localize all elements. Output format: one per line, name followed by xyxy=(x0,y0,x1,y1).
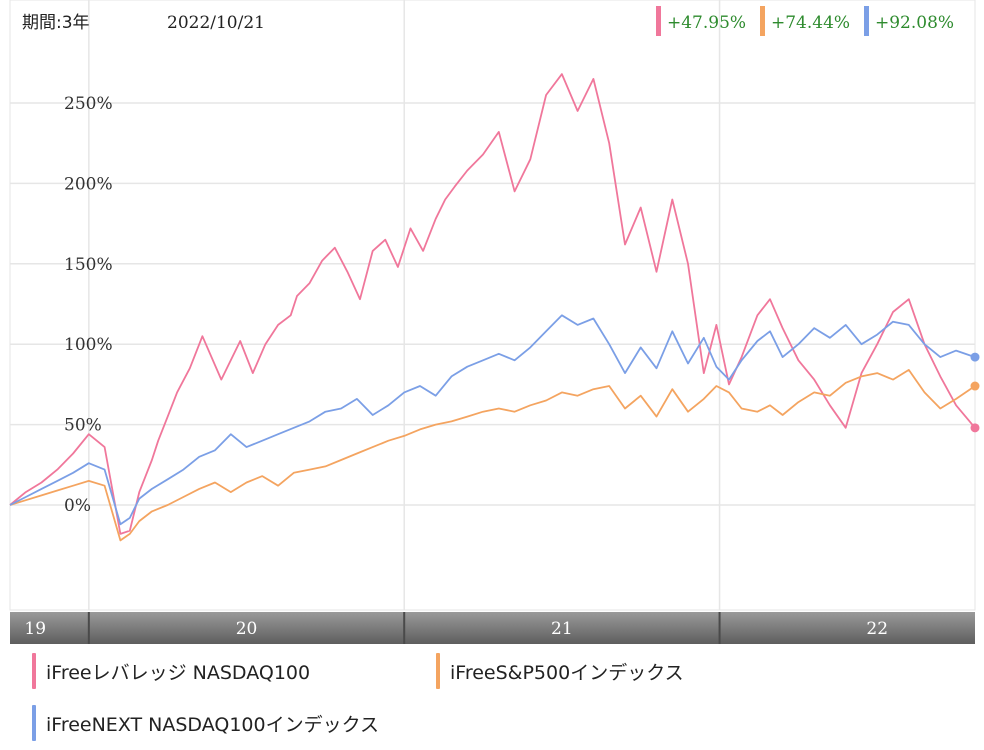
date-label: 2022/10/21 xyxy=(167,13,265,33)
legend-label: iFreeレバレッジ NASDAQ100 xyxy=(46,661,311,684)
y-tick-label: 150% xyxy=(64,255,113,275)
legend-swatch xyxy=(32,653,36,689)
series-end-marker-2 xyxy=(970,352,980,362)
legend-item-sp500: iFreeS&P500インデックス xyxy=(436,653,684,689)
return-value-2: +92.08% xyxy=(875,13,954,33)
return-value-0: +47.95% xyxy=(667,13,746,33)
series-line-0 xyxy=(9,73,976,535)
y-tick-label: 0% xyxy=(64,496,91,516)
return-swatch-2 xyxy=(864,6,869,36)
series-line-2 xyxy=(9,314,976,526)
period-label: 期間:3年 xyxy=(22,13,90,33)
y-tick-label: 100% xyxy=(64,335,113,355)
x-tick-label: 22 xyxy=(866,619,888,639)
x-tick-label: 19 xyxy=(24,619,46,639)
legend-swatch xyxy=(32,705,36,741)
y-tick-label: 200% xyxy=(64,174,113,194)
chart-svg: 250% 200% 150% 100% 50% 0% 期間:3年 2022/10/21 +47.… xyxy=(9,0,980,644)
return-swatch-1 xyxy=(760,6,765,36)
timeline-bar xyxy=(10,612,975,644)
legend-item-leverage-nasdaq: iFreeレバレッジ NASDAQ100 xyxy=(32,653,310,689)
legend-label: iFreeNEXT NASDAQ100インデックス xyxy=(46,713,380,736)
return-swatch-0 xyxy=(656,6,661,36)
y-tick-label: 50% xyxy=(64,416,102,436)
plot-area xyxy=(9,0,976,611)
series-line-1 xyxy=(9,368,976,542)
series-end-marker-0 xyxy=(970,423,980,433)
legend-item-next-nasdaq: iFreeNEXT NASDAQ100インデックス xyxy=(32,705,379,741)
x-tick-label: 20 xyxy=(236,619,258,639)
legend-label: iFreeS&P500インデックス xyxy=(450,661,684,684)
legend-swatch xyxy=(436,653,440,689)
x-tick-label: 21 xyxy=(551,619,573,639)
return-value-1: +74.44% xyxy=(771,13,850,33)
y-tick-label: 250% xyxy=(64,94,113,114)
series-end-marker-1 xyxy=(970,381,980,391)
